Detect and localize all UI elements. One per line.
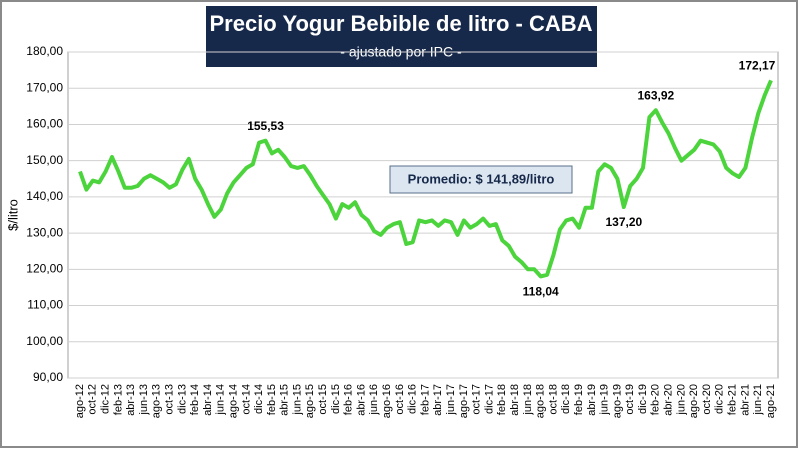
y-tick-label: 110,00 (27, 298, 63, 312)
x-tick-label: jun-13 (138, 384, 150, 416)
data-label: 137,20 (605, 215, 642, 229)
x-tick-label: jun-16 (368, 384, 380, 416)
x-tick-label: oct-13 (163, 384, 175, 415)
x-tick-label: abr-17 (432, 384, 444, 416)
y-tick-label: 160,00 (26, 117, 63, 131)
x-tick-label: ago-18 (535, 384, 547, 418)
x-tick-label: oct-14 (240, 384, 252, 415)
x-tick-label: abr-20 (663, 384, 675, 416)
plot-area (67, 51, 779, 379)
x-tick-label: oct-15 (317, 384, 329, 415)
x-tick-label: ago-19 (611, 384, 623, 418)
x-tick-label: jun-15 (291, 384, 303, 416)
y-tick-label: 150,00 (26, 153, 63, 167)
y-tick-label: 100,00 (26, 334, 63, 348)
x-tick-label: ago-14 (227, 384, 239, 418)
x-tick-label: abr-18 (509, 384, 521, 416)
x-tick-label: dic-17 (483, 384, 495, 414)
x-tick-label: jun-17 (445, 384, 457, 416)
x-tick-label: abr-15 (279, 384, 291, 416)
title-box (204, 4, 599, 69)
x-tick-label: ago-17 (458, 384, 470, 418)
data-label: 172,17 (739, 59, 776, 73)
y-axis-label: $/litro (5, 199, 20, 231)
x-tick-label: feb-15 (266, 384, 278, 415)
x-tick-label: ago-15 (304, 384, 316, 418)
x-tick-label: ago-16 (381, 384, 393, 418)
x-tick-label: dic-15 (330, 384, 342, 414)
chart-title: Precio Yogur Bebible de litro - CABA (209, 11, 592, 36)
x-tick-label: feb-21 (727, 384, 739, 415)
x-tick-label: ago-12 (74, 384, 86, 418)
x-tick-label: oct-18 (547, 384, 559, 415)
x-tick-label: jun-19 (599, 384, 611, 416)
x-tick-label: feb-18 (496, 384, 508, 415)
x-tick-label: feb-16 (343, 384, 355, 415)
y-tick-label: 140,00 (26, 189, 63, 203)
annotation-box (389, 165, 573, 194)
y-tick-label: 130,00 (26, 225, 63, 239)
x-tick-label: oct-19 (624, 384, 636, 415)
x-tick-label: oct-16 (394, 384, 406, 415)
x-tick-label: feb-13 (112, 384, 124, 415)
x-tick-label: dic-20 (714, 384, 726, 414)
x-tick-label: dic-19 (637, 384, 649, 414)
x-tick-label: abr-14 (202, 384, 214, 416)
x-tick-label: ago-21 (765, 384, 777, 418)
x-tick-label: jun-14 (215, 384, 227, 416)
x-tick-label: abr-21 (739, 384, 751, 416)
x-tick-label: feb-19 (573, 384, 585, 415)
y-tick-label: 180,00 (26, 44, 63, 58)
x-tick-label: dic-18 (560, 384, 572, 414)
x-tick-label: dic-14 (253, 384, 265, 414)
x-tick-label: oct-20 (701, 384, 713, 415)
data-label: 163,92 (637, 88, 674, 102)
x-tick-label: jun-20 (675, 384, 687, 416)
x-tick-label: abr-19 (586, 384, 598, 416)
data-label: 155,53 (247, 119, 284, 133)
y-tick-label: 120,00 (26, 262, 63, 276)
x-tick-label: oct-17 (471, 384, 483, 415)
x-tick-label: feb-17 (419, 384, 431, 415)
x-tick-label: ago-20 (688, 384, 700, 418)
y-tick-label: 90,00 (33, 370, 63, 384)
x-tick-label: ago-13 (151, 384, 163, 418)
x-tick-label: dic-16 (407, 384, 419, 414)
x-tick-label: dic-13 (176, 384, 188, 414)
x-tick-label: abr-13 (125, 384, 137, 416)
x-tick-label: abr-16 (355, 384, 367, 416)
y-tick-label: 170,00 (26, 80, 63, 94)
x-tick-label: feb-14 (189, 384, 201, 415)
annotation: Promedio: $ 141,89/litro (408, 171, 555, 186)
x-tick-label: jun-18 (522, 384, 534, 416)
x-tick-label: jun-21 (752, 384, 764, 416)
data-label: 118,04 (523, 285, 559, 299)
line-series (78, 79, 773, 279)
x-tick-label: dic-12 (99, 384, 111, 414)
x-tick-label: oct-12 (87, 384, 99, 415)
x-tick-label: feb-20 (650, 384, 662, 415)
